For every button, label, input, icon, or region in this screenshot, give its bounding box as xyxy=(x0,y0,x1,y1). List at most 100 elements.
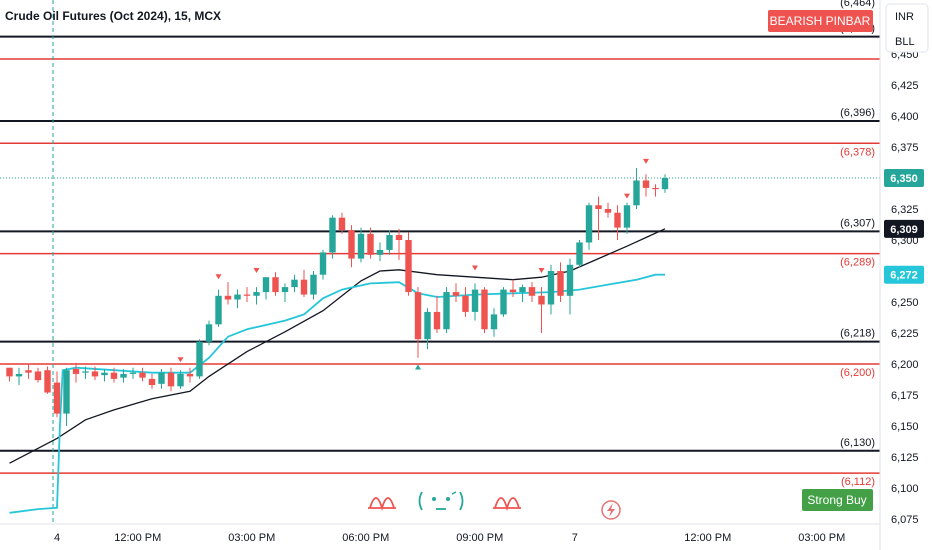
strong-buy-label: Strong Buy xyxy=(807,493,866,507)
candle[interactable] xyxy=(652,184,659,197)
candle[interactable] xyxy=(424,308,431,350)
y-tick-label: 6,225 xyxy=(891,328,919,340)
candle[interactable] xyxy=(262,277,270,300)
candle[interactable] xyxy=(186,367,194,383)
candle[interactable] xyxy=(110,367,118,383)
candle[interactable] xyxy=(357,227,365,263)
candle[interactable] xyxy=(82,366,89,379)
y-tick-label: 6,300 xyxy=(891,235,919,247)
candle[interactable] xyxy=(519,284,526,302)
candle[interactable] xyxy=(661,174,669,193)
lightning-icon[interactable] xyxy=(601,500,621,520)
candle[interactable] xyxy=(224,282,232,305)
candle[interactable] xyxy=(205,320,213,346)
candle[interactable] xyxy=(215,289,222,327)
candle[interactable] xyxy=(91,366,99,381)
smiley-icon[interactable] xyxy=(418,491,464,511)
candle[interactable] xyxy=(129,367,137,379)
candle[interactable] xyxy=(633,168,640,209)
candle[interactable] xyxy=(585,202,593,250)
candle[interactable] xyxy=(642,174,650,197)
candle[interactable] xyxy=(481,287,488,333)
y-tick-label: 6,075 xyxy=(891,514,919,526)
candle[interactable] xyxy=(120,368,127,383)
candle[interactable] xyxy=(44,366,51,394)
currency-label[interactable]: INR xyxy=(895,11,914,23)
price-tag-label: 6,272 xyxy=(890,270,918,282)
candle[interactable] xyxy=(576,240,583,268)
candle[interactable] xyxy=(443,287,450,333)
bell-pattern-icon[interactable] xyxy=(493,497,521,512)
candle[interactable] xyxy=(25,364,32,379)
price-tag-label: 6,350 xyxy=(890,173,918,185)
candle[interactable] xyxy=(72,362,80,383)
candle[interactable] xyxy=(291,274,298,293)
bearish-pinbar-badge xyxy=(768,10,873,32)
candle[interactable] xyxy=(405,232,412,296)
candle[interactable] xyxy=(319,249,327,280)
price-tag-label: 6,309 xyxy=(890,224,918,236)
candle[interactable] xyxy=(471,283,479,321)
candle[interactable] xyxy=(376,242,384,262)
candle[interactable] xyxy=(272,272,279,296)
ema-fast-line xyxy=(9,273,665,514)
candle[interactable] xyxy=(367,227,374,259)
price-tag-2 xyxy=(884,265,924,284)
unit-label[interactable]: BLL xyxy=(895,36,915,48)
bell-pattern-icon[interactable] xyxy=(368,497,396,512)
x-tick-label: 03:00 PM xyxy=(798,532,845,544)
candle[interactable] xyxy=(196,339,203,379)
candle[interactable] xyxy=(566,258,574,315)
candle[interactable] xyxy=(348,225,355,268)
candle[interactable] xyxy=(509,279,517,298)
candle[interactable] xyxy=(253,287,260,305)
candle[interactable] xyxy=(547,264,555,315)
level-label-2: (6,396) xyxy=(840,107,875,119)
candle[interactable] xyxy=(538,287,545,333)
candle[interactable] xyxy=(310,271,317,300)
level-label-5: (6,289) xyxy=(840,257,875,269)
candle[interactable] xyxy=(462,287,469,317)
candle[interactable] xyxy=(395,228,403,260)
candle[interactable] xyxy=(158,368,165,389)
candle[interactable] xyxy=(101,368,108,382)
candle[interactable] xyxy=(414,287,422,358)
candle[interactable] xyxy=(490,308,498,337)
level-label-7: (6,200) xyxy=(840,367,875,379)
candle[interactable] xyxy=(63,367,70,426)
bearish-marker xyxy=(472,265,478,271)
candle[interactable] xyxy=(557,262,564,302)
candle[interactable] xyxy=(139,367,146,382)
bearish-marker xyxy=(643,158,649,164)
candle[interactable] xyxy=(53,371,61,418)
candle[interactable] xyxy=(6,367,13,382)
candle[interactable] xyxy=(234,289,241,309)
x-tick-label: 06:00 PM xyxy=(342,532,389,544)
candle[interactable] xyxy=(595,196,602,240)
candle[interactable] xyxy=(281,283,289,302)
candle[interactable] xyxy=(604,202,612,218)
candle[interactable] xyxy=(452,283,460,302)
candle[interactable] xyxy=(243,287,251,302)
candle[interactable] xyxy=(148,373,156,389)
candle[interactable] xyxy=(528,282,536,302)
candle[interactable] xyxy=(167,367,175,392)
bearish-marker xyxy=(177,357,184,363)
candle[interactable] xyxy=(329,215,336,259)
candle[interactable] xyxy=(500,287,507,317)
level-label-8: (6,130) xyxy=(840,437,875,449)
candle[interactable] xyxy=(15,367,23,386)
candle[interactable] xyxy=(338,212,346,234)
candle[interactable] xyxy=(433,295,441,333)
currency-unit-box[interactable] xyxy=(885,3,929,53)
candle[interactable] xyxy=(386,230,393,255)
y-tick-label: 6,125 xyxy=(891,452,919,464)
strong-buy-badge xyxy=(802,489,873,511)
candle[interactable] xyxy=(34,367,42,383)
candle[interactable] xyxy=(614,205,621,240)
candle[interactable] xyxy=(300,269,308,298)
x-tick-label: 09:00 PM xyxy=(456,532,503,544)
candle[interactable] xyxy=(177,370,184,389)
candle[interactable] xyxy=(623,202,631,234)
